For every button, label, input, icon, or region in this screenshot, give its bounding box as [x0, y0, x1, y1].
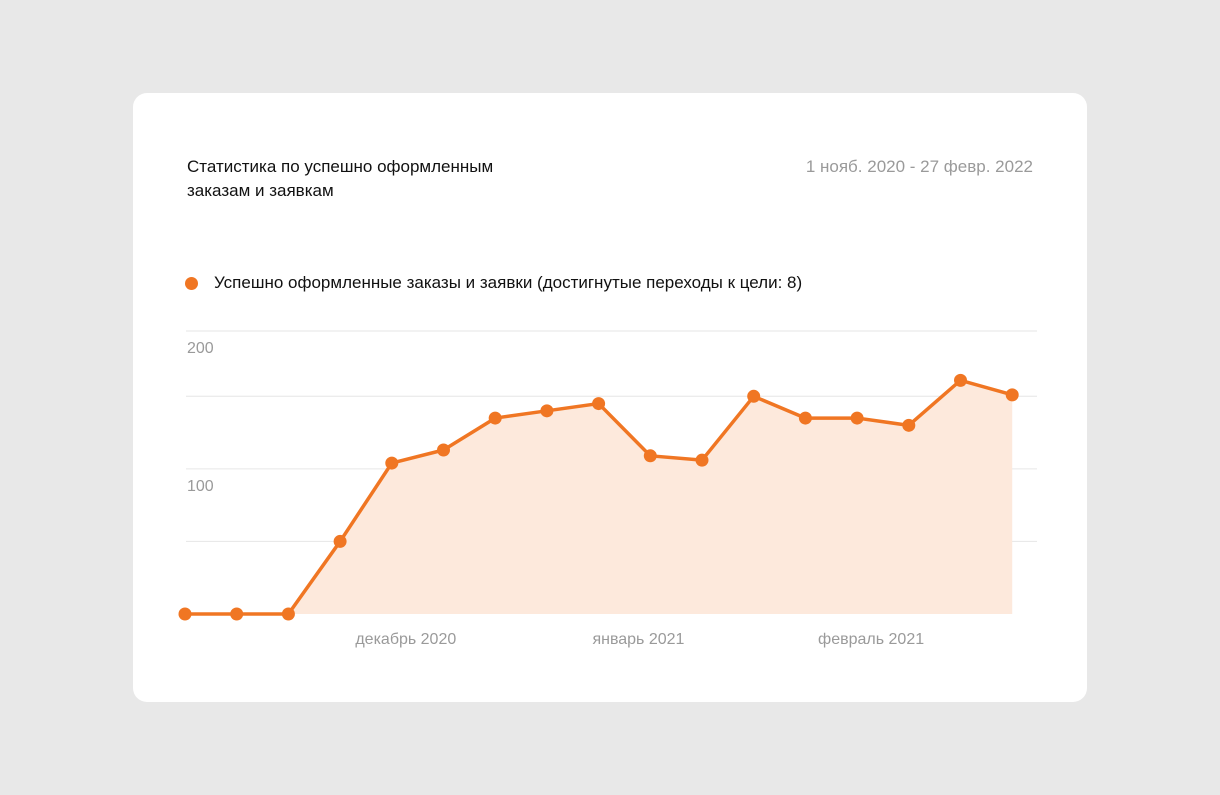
- legend[interactable]: Успешно оформленные заказы и заявки (дос…: [185, 273, 802, 293]
- series-area: [185, 380, 1013, 614]
- data-point[interactable]: [695, 453, 709, 467]
- legend-marker-icon: [185, 276, 198, 290]
- x-tick-label: январь 2021: [592, 631, 684, 648]
- data-point[interactable]: [230, 607, 244, 621]
- data-point[interactable]: [592, 397, 606, 411]
- data-point[interactable]: [1005, 388, 1019, 402]
- data-point[interactable]: [178, 607, 192, 621]
- chart-title: Статистика по успешно оформленным заказа…: [187, 157, 494, 200]
- data-point[interactable]: [437, 443, 450, 457]
- x-axis-ticks: декабрь 2020 январь 2021 февраль 2021: [355, 631, 924, 648]
- data-point[interactable]: [281, 607, 295, 621]
- y-axis-ticks: 200 100: [187, 340, 214, 495]
- legend-label: Успешно оформленные заказы и заявки (дос…: [214, 273, 803, 292]
- data-point[interactable]: [540, 404, 554, 418]
- data-point[interactable]: [850, 411, 864, 425]
- y-tick-label: 100: [187, 478, 214, 495]
- x-tick-label: декабрь 2020: [355, 631, 456, 648]
- data-point[interactable]: [385, 456, 399, 470]
- data-point[interactable]: [798, 411, 812, 425]
- chart-plot: 200 100 декабрь 2020 январь 2021 февраль 20…: [178, 330, 1037, 648]
- x-tick-label: февраль 2021: [818, 631, 924, 648]
- date-range[interactable]: 1 нояб. 2020 - 27 февр. 2022: [805, 157, 1033, 176]
- data-point[interactable]: [333, 534, 347, 548]
- area-fill-layer: [185, 380, 1013, 614]
- data-point[interactable]: [643, 449, 657, 463]
- y-tick-label: 200: [187, 340, 214, 357]
- chart-card: Статистика по успешно оформленным заказа…: [133, 93, 1087, 702]
- data-point[interactable]: [747, 389, 761, 403]
- data-points: [178, 373, 1019, 621]
- data-point[interactable]: [954, 373, 967, 387]
- data-point[interactable]: [902, 418, 916, 432]
- data-point[interactable]: [488, 411, 502, 425]
